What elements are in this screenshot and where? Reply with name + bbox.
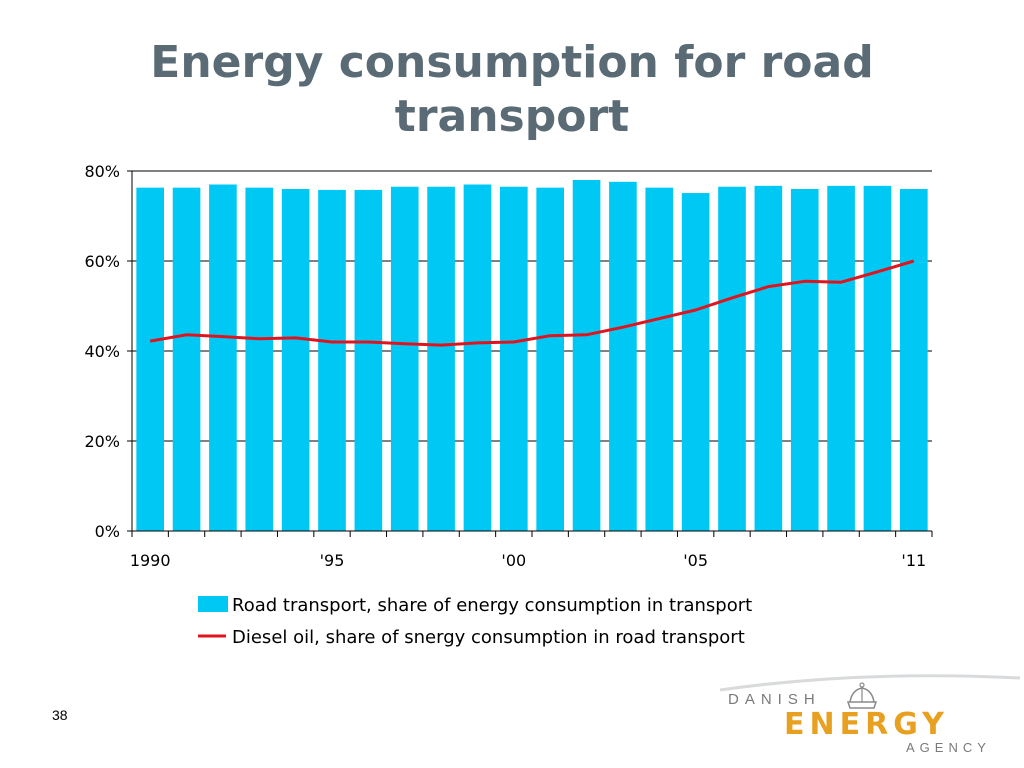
bar (718, 186, 746, 531)
bar (390, 186, 419, 531)
bar (209, 184, 237, 531)
logo-swoosh (720, 674, 1020, 692)
x-tick-label: '05 (683, 551, 708, 570)
bar (536, 187, 564, 531)
bar (172, 187, 201, 531)
danish-energy-agency-logo: DANISH ENERGY AGENCY (720, 674, 1020, 755)
line-series (149, 259, 915, 347)
bar (354, 189, 383, 531)
legend: Road transport, share of energy consumpt… (198, 595, 752, 648)
y-tick-label: 80% (84, 162, 120, 181)
bar (136, 187, 164, 531)
logo-text-danish: DANISH (728, 691, 821, 708)
bar (281, 189, 310, 531)
bar (427, 186, 455, 531)
y-tick-label: 0% (95, 522, 120, 541)
bar (681, 193, 710, 532)
logo-text-agency: AGENCY (906, 740, 991, 755)
bar (863, 185, 892, 531)
bar (463, 184, 492, 531)
bar (790, 189, 819, 531)
bar (900, 189, 928, 531)
bar-series (136, 180, 928, 532)
y-tick-label: 60% (84, 252, 120, 271)
x-tick-label: 1990 (130, 551, 171, 570)
bar (827, 185, 855, 531)
legend-swatch-bar (198, 596, 228, 612)
crown-icon (846, 682, 878, 709)
bar (645, 187, 674, 531)
x-tick-label: '11 (901, 551, 926, 570)
axes: 0% 20% 40% 60% 80% 1990 '95 '00 '05 '11 (84, 162, 933, 570)
slide-title: Energy consumption for road transport (150, 37, 874, 142)
y-tick-label: 40% (84, 342, 120, 361)
bar (754, 185, 783, 531)
bar (609, 181, 637, 532)
x-tick-label: '95 (320, 551, 345, 570)
chart: 0% 20% 40% 60% 80% 1990 '95 '00 '05 '11 Road tran… (84, 162, 933, 648)
page-number: 38 (52, 707, 68, 723)
legend-label-road-transport: Road transport, share of energy consumpt… (232, 595, 752, 616)
x-tick-label: '00 (501, 551, 526, 570)
y-tick-label: 20% (84, 432, 120, 451)
bar (245, 187, 274, 531)
logo-text-energy: ENERGY (784, 707, 949, 742)
bar (500, 186, 528, 531)
bar (318, 189, 346, 531)
bar (572, 180, 601, 531)
legend-label-diesel-oil: Diesel oil, share of snergy consumption … (232, 627, 745, 648)
diesel-line (149, 259, 915, 347)
